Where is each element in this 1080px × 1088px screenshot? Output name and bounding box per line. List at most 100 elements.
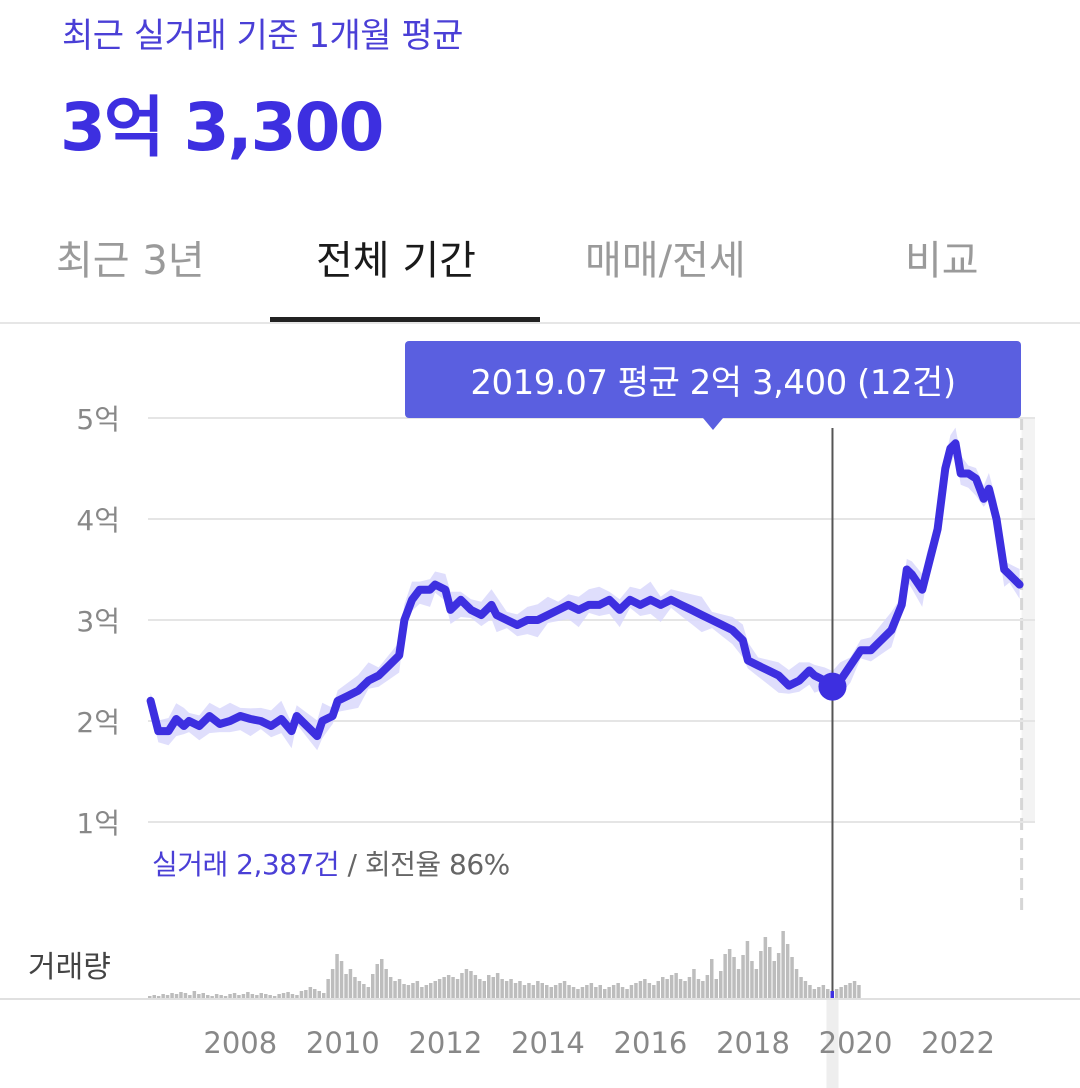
y-tick-label: 1억 [76, 807, 120, 840]
volume-bar [500, 979, 504, 999]
volume-bar [304, 990, 308, 999]
y-tick-label: 2억 [76, 706, 120, 739]
volume-bar [308, 987, 313, 999]
y-axis-labels: 5억 4억 3억 2억 1억 [76, 403, 120, 840]
volume-bar [638, 981, 643, 999]
volume-bar [371, 974, 375, 999]
volume-bar [687, 977, 692, 999]
volume-bar [719, 971, 723, 999]
volume-bar [540, 983, 544, 999]
volume-bar [460, 973, 464, 999]
volume-bar [214, 994, 219, 999]
volume-bar [246, 992, 250, 999]
volume-bar [478, 979, 482, 999]
volume-bar [424, 985, 429, 999]
volume-bar [420, 987, 424, 999]
volume-bar [201, 993, 205, 999]
tab-recent-3-years[interactable]: 최근 3년 [56, 238, 205, 284]
volume-bar [206, 995, 210, 999]
stats-separator: / [339, 848, 365, 881]
tab-sale-lease[interactable]: 매매/전세 [585, 238, 746, 284]
volume-bar [799, 977, 803, 999]
volume-bar [772, 961, 776, 999]
volume-bar [402, 984, 406, 999]
volume-bar [210, 996, 214, 999]
volume-bar [513, 983, 518, 999]
volume-bar [357, 981, 362, 999]
volume-bar [585, 985, 589, 999]
volume-bar [705, 975, 710, 999]
volume-bar [237, 995, 241, 999]
volume-bar [442, 977, 446, 999]
x-tick-label: 2018 [716, 1026, 790, 1060]
volume-bar [839, 987, 843, 999]
volume-bar [156, 996, 161, 999]
volume-bar [857, 985, 861, 999]
volume-bar [362, 984, 366, 999]
volume-bar [714, 979, 718, 999]
volume-bar [375, 964, 379, 999]
volume-bar [567, 985, 571, 999]
volume-label: 거래량 [28, 950, 111, 985]
volume-bar [665, 979, 669, 999]
volume-bar [384, 969, 388, 999]
volume-bar [250, 994, 255, 999]
volume-bar [397, 979, 402, 999]
x-tick-label: 2014 [511, 1026, 585, 1060]
tab-divider [0, 322, 1080, 324]
volume-bar [710, 959, 714, 999]
volume-bar [759, 951, 763, 999]
volume-bar [808, 985, 812, 999]
x-tick-label: 2008 [203, 1026, 277, 1060]
volume-bar [701, 981, 705, 999]
volume-bar [277, 994, 281, 999]
tab-all-periods[interactable]: 전체 기간 [316, 238, 476, 284]
volume-bar [750, 961, 754, 999]
y-tick-label: 3억 [76, 605, 120, 638]
volume-bar [812, 989, 817, 999]
volume-bar [803, 981, 808, 999]
volume-bar [281, 993, 286, 999]
volume-bar [571, 987, 576, 999]
volume-bar [415, 981, 420, 999]
volume-bar [446, 975, 451, 999]
volume-bar [692, 969, 696, 999]
volume-bar [625, 989, 629, 999]
volume-bar [295, 995, 299, 999]
volume-bar [696, 979, 701, 999]
x-tick-label: 2012 [408, 1026, 482, 1060]
volume-bar [455, 979, 460, 999]
volume-bar [754, 969, 759, 999]
volume-bar [594, 987, 598, 999]
volume-bar [429, 983, 433, 999]
volume-bar [834, 989, 839, 999]
volume-bar [620, 987, 625, 999]
volume-bar [509, 979, 513, 999]
volume-bar [652, 985, 656, 999]
tab-compare[interactable]: 비교 [905, 238, 979, 284]
active-tab-indicator [270, 317, 540, 322]
volume-bar [259, 993, 263, 999]
volume-bar [451, 977, 455, 999]
volume-bar [781, 931, 785, 999]
selected-point [818, 672, 847, 701]
volume-bar [161, 994, 165, 999]
volume-bar [487, 975, 491, 999]
volume-bar [326, 979, 330, 999]
volume-bar [179, 992, 183, 999]
volume-bar [433, 981, 437, 999]
volume-bar [353, 977, 357, 999]
volume-bar [518, 981, 522, 999]
volume-bar [776, 953, 781, 999]
volume-bar [794, 969, 799, 999]
volume-bar [732, 957, 736, 999]
volume-bar [678, 979, 683, 999]
volume-bars [0, 931, 1080, 1000]
volume-bar [531, 985, 536, 999]
volume-bar [656, 981, 660, 999]
volume-bar [745, 941, 750, 999]
volume-bar [469, 971, 473, 999]
volume-bar [330, 969, 335, 999]
volume-bar [727, 949, 732, 999]
